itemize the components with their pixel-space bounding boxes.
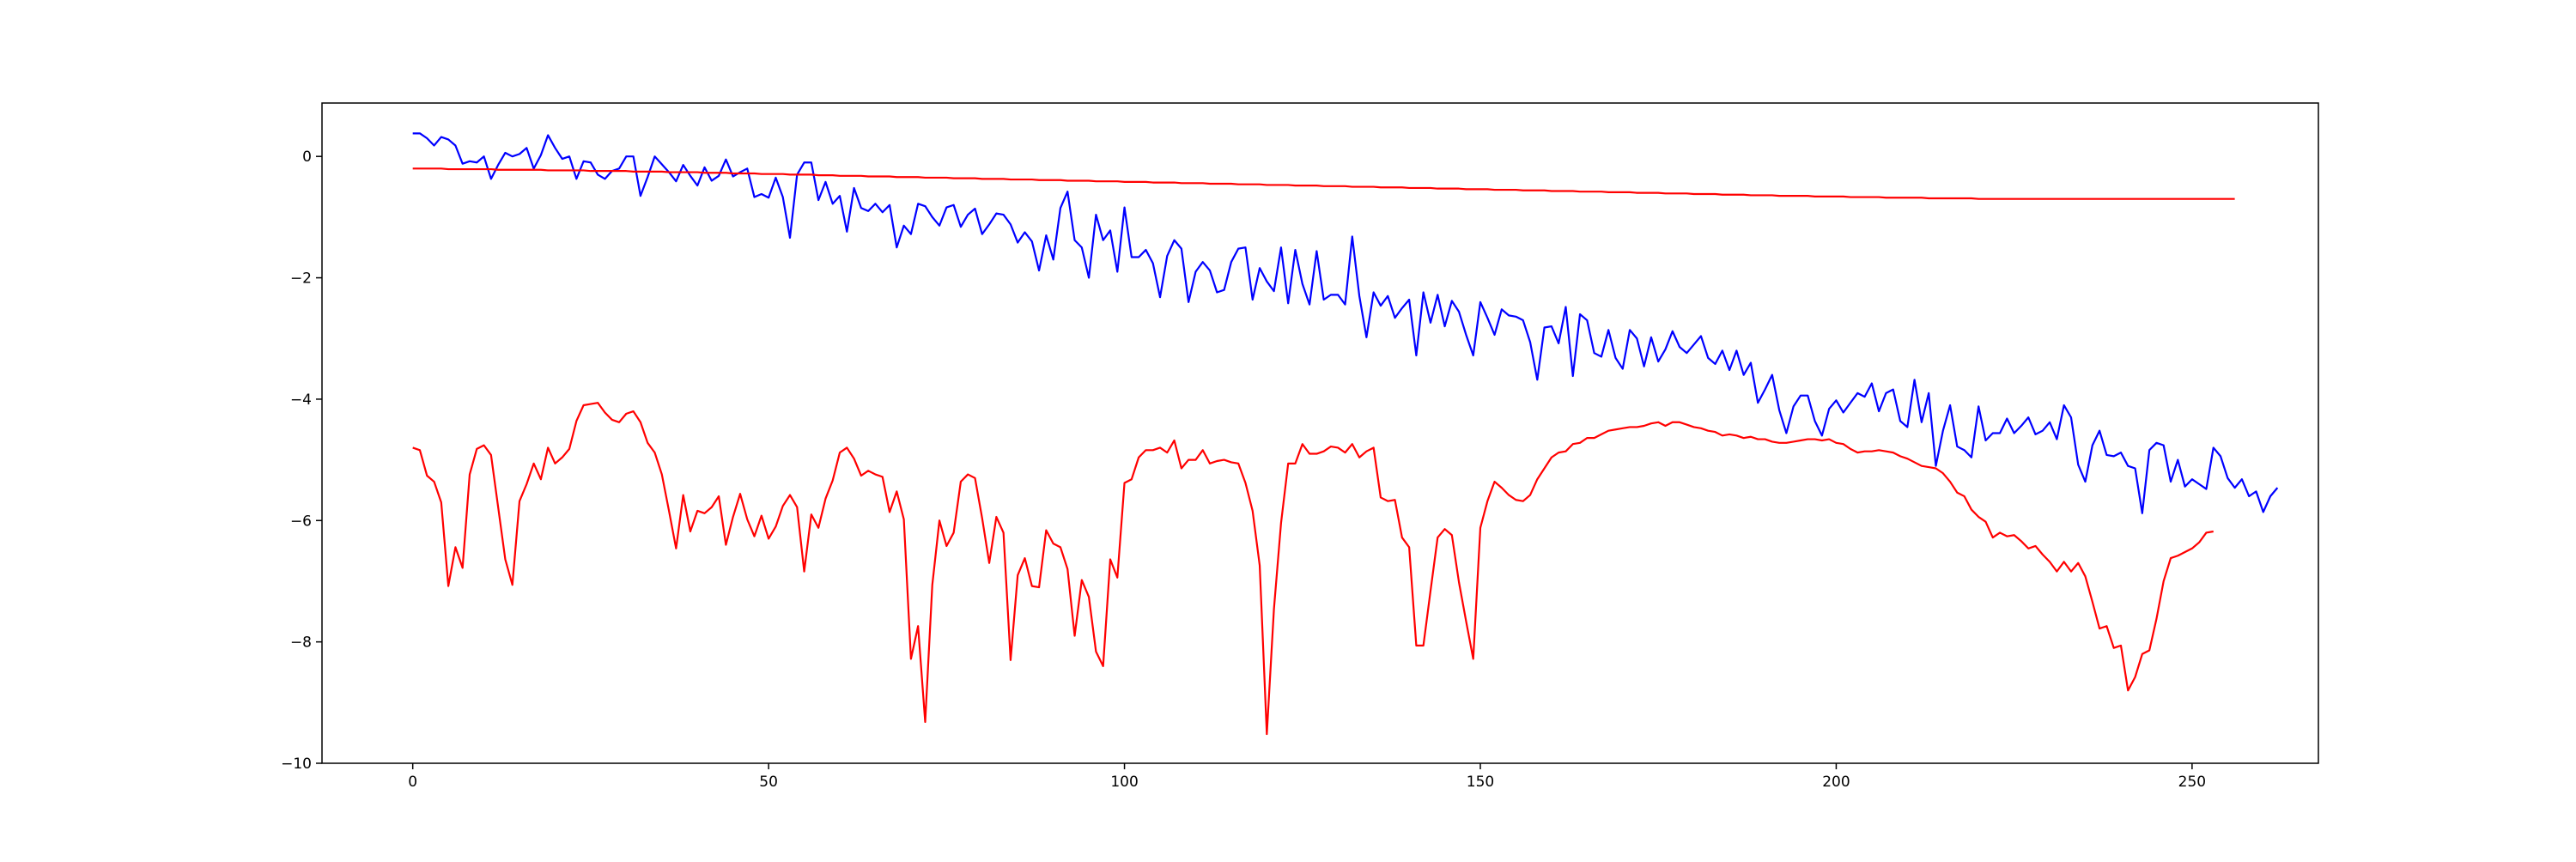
x-tick-label: 50 [759,774,778,791]
x-tick-label: 200 [1822,774,1850,791]
y-tick-label: 0 [302,149,312,166]
y-tick-label: −10 [281,756,312,773]
x-tick-label: 0 [408,774,417,791]
x-axis: 0 50 100 150 200 250 [408,763,2206,791]
x-tick-label: 250 [2178,774,2206,791]
series-line-1 [412,132,2279,514]
y-axis: 0 −2 −4 −6 −8 −10 [281,149,322,773]
y-tick-label: −6 [290,513,312,530]
y-tick-label: −4 [290,392,312,409]
axes-frame [321,102,2319,764]
y-tick-label: −2 [290,270,312,288]
y-tick-label: −8 [290,634,312,652]
x-tick-label: 150 [1467,774,1494,791]
series-line-2 [412,402,2214,736]
x-tick-label: 100 [1110,774,1138,791]
series-line-3 [412,167,2235,200]
